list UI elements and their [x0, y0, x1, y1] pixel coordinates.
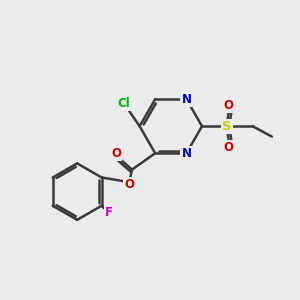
Text: O: O — [111, 147, 121, 160]
Text: O: O — [224, 140, 234, 154]
Text: O: O — [224, 99, 234, 112]
Text: N: N — [182, 93, 191, 106]
Text: Cl: Cl — [117, 98, 130, 110]
Text: S: S — [223, 120, 232, 133]
Text: O: O — [124, 178, 134, 191]
Text: F: F — [104, 206, 112, 219]
Text: N: N — [182, 147, 191, 160]
